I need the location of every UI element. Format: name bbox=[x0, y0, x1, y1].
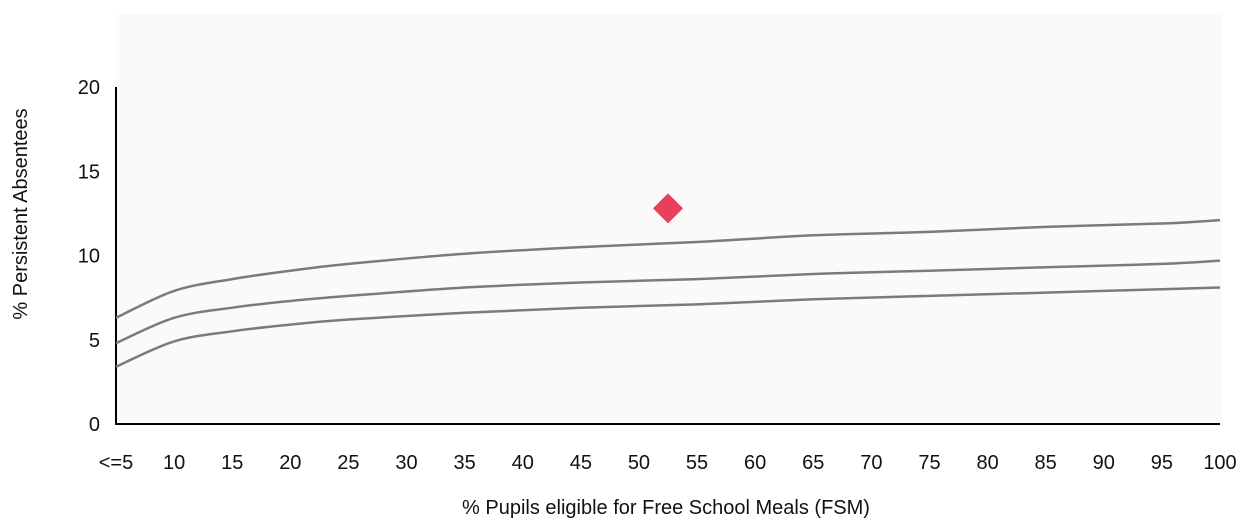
x-tick-label: 65 bbox=[802, 452, 824, 474]
data-points bbox=[653, 193, 683, 224]
x-tick-label: 75 bbox=[918, 452, 940, 474]
series-line-3 bbox=[115, 286, 1221, 368]
x-axis-title: % Pupils eligible for Free School Meals … bbox=[462, 497, 870, 519]
x-tick-label: 55 bbox=[686, 452, 708, 474]
x-tick-label: 60 bbox=[744, 452, 766, 474]
series-line-2 bbox=[115, 259, 1221, 345]
x-tick-label: <=5 bbox=[99, 452, 133, 474]
y-tick-label: 5 bbox=[89, 330, 100, 352]
y-tick-labels: 0 5 10 15 20 bbox=[78, 77, 100, 436]
x-tick-labels: <=5 10 15 20 25 30 35 40 45 50 55 60 65 70 75 80 85 90 95 1… bbox=[99, 452, 1237, 474]
x-tick-label: 25 bbox=[337, 452, 359, 474]
x-tick-label: 95 bbox=[1151, 452, 1173, 474]
y-tick-label: 0 bbox=[89, 414, 100, 436]
series-lines bbox=[115, 218, 1221, 368]
x-tick-label: 20 bbox=[279, 452, 301, 474]
x-tick-label: 90 bbox=[1093, 452, 1115, 474]
x-tick-label: 100 bbox=[1203, 452, 1236, 474]
y-tick-label: 20 bbox=[78, 77, 100, 99]
x-tick-label: 40 bbox=[512, 452, 534, 474]
y-tick-label: 10 bbox=[78, 246, 100, 268]
x-tick-label: 15 bbox=[221, 452, 243, 474]
y-axis-title: % Persistent Absentees bbox=[10, 108, 32, 319]
x-tick-label: 70 bbox=[860, 452, 882, 474]
x-tick-label: 10 bbox=[163, 452, 185, 474]
x-tick-label: 35 bbox=[454, 452, 476, 474]
x-tick-label: 45 bbox=[570, 452, 592, 474]
x-tick-label: 80 bbox=[976, 452, 998, 474]
y-tick-label: 15 bbox=[78, 161, 100, 183]
school-point-diamond bbox=[653, 193, 683, 224]
x-tick-label: 30 bbox=[395, 452, 417, 474]
x-tick-label: 85 bbox=[1035, 452, 1057, 474]
series-line-1 bbox=[115, 218, 1221, 319]
x-tick-label: 50 bbox=[628, 452, 650, 474]
